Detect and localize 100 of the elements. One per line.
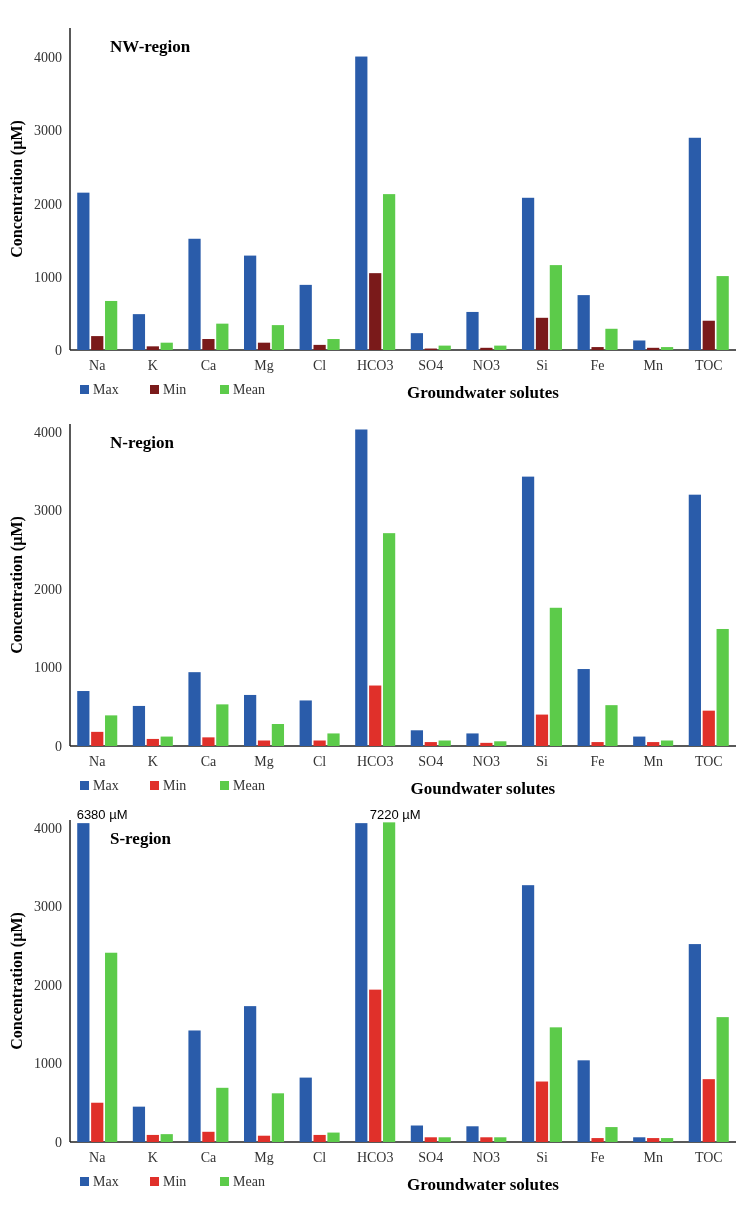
- bar: [688, 137, 701, 350]
- x-tick-label: HCO3: [356, 358, 394, 373]
- x-tick-label: Si: [536, 754, 548, 769]
- x-tick-label: HCO3: [356, 1150, 394, 1165]
- bar: [202, 339, 215, 350]
- x-tick-label: HCO3: [356, 754, 394, 769]
- bar: [244, 694, 257, 746]
- y-tick-label: 3000: [34, 503, 62, 519]
- bar: [91, 731, 104, 746]
- bar: [410, 333, 424, 350]
- x-tick-label: Fe: [590, 754, 605, 769]
- y-tick-label: 1000: [34, 660, 62, 676]
- bar: [105, 952, 118, 1142]
- bar: [535, 1081, 549, 1142]
- bar: [438, 740, 451, 746]
- bar: [160, 1134, 173, 1142]
- bar: [633, 340, 646, 350]
- x-tick-label: Mg: [254, 754, 274, 769]
- bar: [494, 1137, 507, 1142]
- bar: [188, 672, 201, 746]
- bar: [313, 1134, 326, 1142]
- x-tick-label: TOC: [694, 754, 723, 769]
- legend-label: Mean: [233, 382, 265, 397]
- x-tick-label: Si: [536, 1150, 548, 1165]
- bar: [105, 715, 118, 746]
- bar: [424, 1137, 437, 1142]
- x-tick-label: Na: [89, 754, 107, 769]
- bar: [257, 1135, 271, 1142]
- bar: [605, 1127, 618, 1142]
- bar: [660, 740, 674, 746]
- bar: [521, 197, 535, 350]
- y-tick-label: 4000: [34, 424, 62, 440]
- x-tick-label: Mn: [643, 1150, 663, 1165]
- y-tick-label: 0: [55, 738, 62, 754]
- bar: [216, 323, 229, 350]
- x-tick-label: Ca: [200, 754, 217, 769]
- legend-label: Mean: [233, 778, 265, 793]
- bar: [702, 1079, 715, 1142]
- bar: [369, 685, 382, 746]
- bar: [605, 705, 618, 746]
- bar: [549, 265, 562, 350]
- legend-label: Min: [163, 1174, 187, 1189]
- y-tick-label: 0: [55, 342, 62, 358]
- bar: [91, 336, 104, 350]
- bar: [160, 342, 173, 350]
- y-axis-title: Concentration (µM): [8, 516, 26, 654]
- bar: [591, 742, 604, 746]
- bar: [355, 823, 368, 1142]
- bar: [91, 1102, 104, 1142]
- bar: [535, 714, 549, 746]
- x-tick-label: NO3: [472, 358, 501, 373]
- bar: [257, 342, 271, 350]
- legend-label: Max: [93, 778, 119, 793]
- bar: [647, 742, 660, 746]
- bar: [216, 1087, 229, 1142]
- y-tick-label: 2000: [34, 581, 62, 597]
- bar: [105, 300, 118, 350]
- x-tick-label: TOC: [694, 358, 723, 373]
- bar: [369, 273, 382, 350]
- bar: [660, 1138, 674, 1142]
- bar: [549, 1027, 562, 1142]
- bar: [410, 1125, 424, 1142]
- x-tick-label: K: [147, 1150, 158, 1165]
- bar: [410, 730, 424, 746]
- bar: [424, 742, 437, 746]
- bar: [688, 944, 701, 1142]
- bar: [466, 1126, 479, 1142]
- bar: [480, 347, 493, 350]
- bar: [716, 1017, 729, 1142]
- bar: [660, 347, 674, 350]
- x-tick-label: Cl: [312, 358, 327, 373]
- bar: [591, 347, 604, 350]
- y-axis-title: Concentration (µM): [8, 120, 26, 258]
- x-tick-label: SO4: [418, 1150, 444, 1165]
- bar: [647, 1138, 660, 1142]
- x-tick-label: Mg: [254, 358, 274, 373]
- bar: [535, 317, 549, 350]
- x-tick-label: Mg: [254, 1150, 274, 1165]
- bar: [132, 705, 146, 746]
- bar: [549, 607, 562, 746]
- y-tick-label: 4000: [34, 820, 62, 836]
- bar: [438, 1137, 451, 1142]
- x-axis-title: Groundwater solutes: [406, 383, 560, 402]
- bar: [355, 429, 368, 746]
- x-axis-title: Goundwater solutes: [410, 779, 556, 798]
- x-tick-label: NO3: [472, 1150, 501, 1165]
- x-tick-label: K: [147, 358, 158, 373]
- x-tick-label: SO4: [418, 754, 444, 769]
- bar: [77, 823, 90, 1142]
- y-tick-label: 1000: [34, 269, 62, 285]
- bar: [577, 295, 590, 350]
- legend-label: Min: [163, 382, 187, 397]
- bar: [382, 822, 396, 1142]
- bar: [577, 669, 590, 746]
- bar: [244, 255, 257, 350]
- y-tick-label: 2000: [34, 977, 62, 993]
- bar: [132, 1106, 146, 1142]
- annotation: 6380 µM: [76, 807, 128, 822]
- bar: [494, 741, 507, 746]
- bar: [480, 1137, 493, 1142]
